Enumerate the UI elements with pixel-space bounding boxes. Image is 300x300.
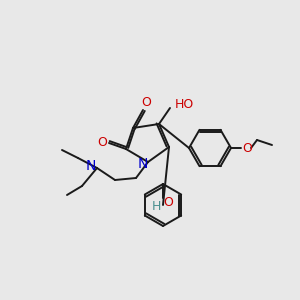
Text: O: O <box>97 136 107 149</box>
Text: HO: HO <box>174 98 194 112</box>
Text: O: O <box>141 97 151 110</box>
Text: H: H <box>151 200 161 214</box>
Text: N: N <box>86 159 96 173</box>
Text: O: O <box>163 196 173 208</box>
Text: N: N <box>138 157 148 171</box>
Text: O: O <box>242 142 252 154</box>
